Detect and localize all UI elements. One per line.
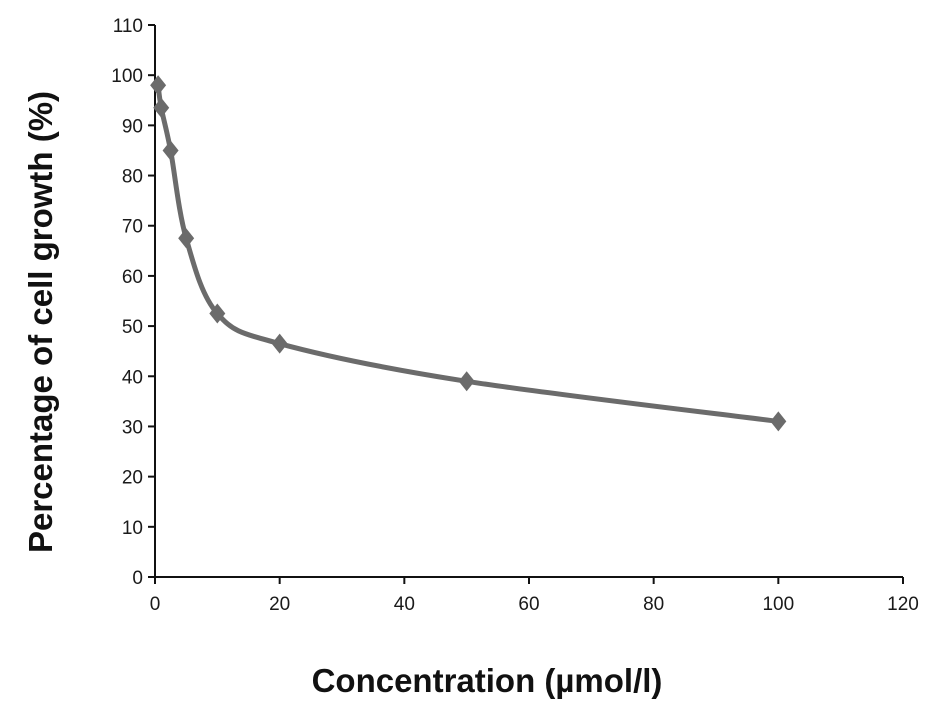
x-axis-title: Concentration (µmol/l) <box>312 662 663 699</box>
data-point-marker <box>178 228 195 249</box>
y-tick-label: 40 <box>122 367 143 388</box>
y-tick-label: 70 <box>122 217 143 238</box>
data-point-marker <box>770 411 787 432</box>
x-tick-label: 120 <box>887 594 919 615</box>
x-tick-label: 0 <box>150 594 161 615</box>
x-tick-label: 20 <box>269 594 290 615</box>
x-tick-label: 40 <box>394 594 415 615</box>
y-axis-title: Percentage of cell growth (%) <box>22 91 59 553</box>
x-tick-label: 80 <box>643 594 664 615</box>
x-axis-ticks: 0 20 40 60 80 100 120 <box>150 577 919 615</box>
x-tick-label: 60 <box>518 594 539 615</box>
y-tick-label: 30 <box>122 417 143 438</box>
y-tick-label: 100 <box>111 66 143 87</box>
data-point-marker <box>271 333 288 354</box>
y-tick-label: 20 <box>122 468 143 489</box>
y-axis-ticks: 0 10 20 30 40 50 60 70 80 90 100 110 <box>111 16 155 589</box>
data-point-marker <box>153 97 170 118</box>
series-markers <box>150 75 787 432</box>
data-point-marker <box>162 140 179 161</box>
y-tick-label: 60 <box>122 267 143 288</box>
data-point-marker <box>458 371 475 392</box>
y-tick-label: 10 <box>122 518 143 539</box>
data-point-marker <box>209 303 226 324</box>
x-tick-label: 100 <box>762 594 794 615</box>
y-tick-label: 50 <box>122 317 143 338</box>
series-line <box>155 82 781 424</box>
y-tick-label: 80 <box>122 167 143 188</box>
data-point-marker <box>150 75 167 96</box>
y-tick-label: 0 <box>132 568 143 589</box>
y-tick-label: 110 <box>113 16 143 37</box>
y-tick-label: 90 <box>122 116 143 137</box>
